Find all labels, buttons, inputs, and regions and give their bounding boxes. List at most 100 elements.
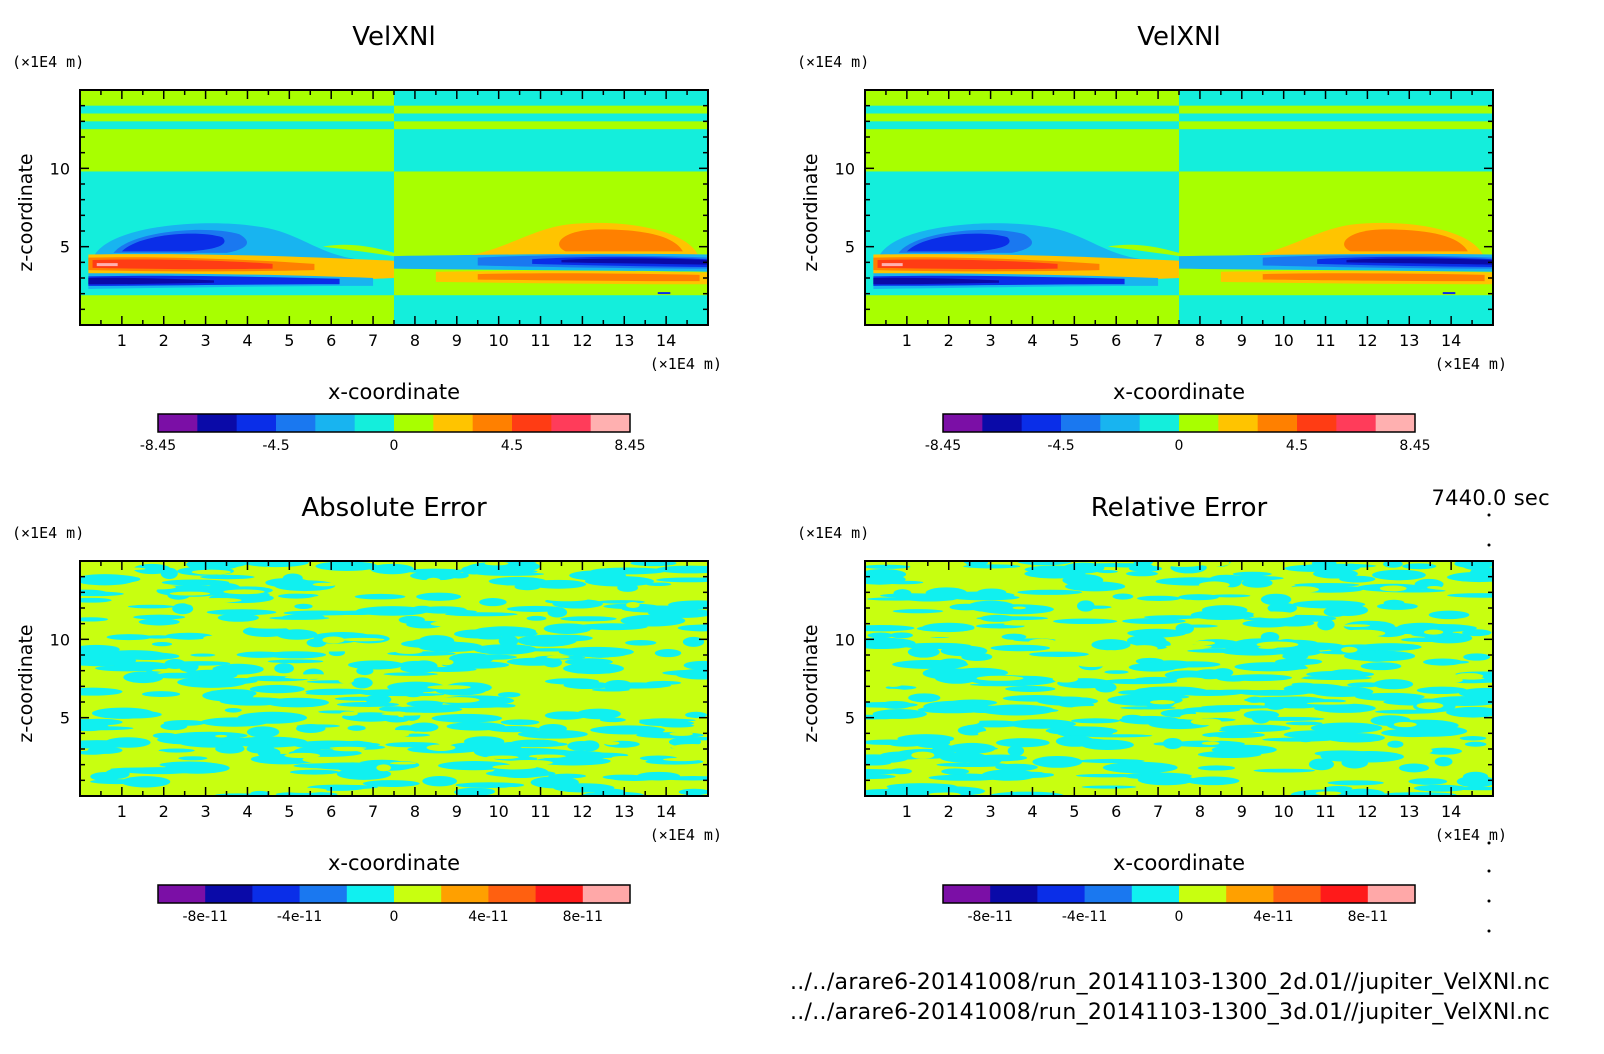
field-region [671,744,708,751]
field-region [1402,623,1477,633]
x-tick-label: 12 [572,802,592,821]
x-tick-label: 5 [1069,331,1079,350]
x-tick-label: 9 [1237,802,1247,821]
x-tick-label: 13 [1399,331,1419,350]
field-region [1292,600,1366,609]
field-region [964,561,989,566]
field-region [1136,595,1181,601]
field-region [490,619,531,624]
field-region [340,711,358,716]
colorbar-swatch [299,885,348,903]
field-region [996,738,1050,748]
field-region [886,783,957,791]
field-region [865,121,1179,130]
field-region [1463,764,1487,768]
field-region [315,561,379,571]
field-region [677,624,708,632]
field-region [1324,785,1353,791]
field-region [548,773,587,779]
colorbar-swatch [582,885,631,903]
x-tick-label: 5 [284,331,294,350]
field-region [505,787,519,791]
field-region [865,624,915,632]
colorbar-swatch [1179,414,1219,432]
field-region [438,760,511,771]
field-region [133,791,178,795]
field-region [356,606,429,616]
colorbar-swatch [1257,414,1298,432]
field-region [418,606,467,614]
field-region [80,597,112,603]
field-region [517,634,577,647]
field-region [567,740,596,751]
x-tick-label: 10 [1273,802,1293,821]
field-region [1413,784,1467,792]
colorbar-swatch [551,414,592,432]
field-region [911,751,935,759]
field-region [1314,703,1376,713]
colorbar-swatch [394,414,434,432]
x-tick-label: 2 [159,802,169,821]
field-region [1223,685,1264,689]
field-region [1161,561,1206,567]
field-region [1205,656,1250,661]
field-region [1029,651,1089,658]
field-region [1180,713,1204,720]
field-region [1032,755,1083,768]
field-region [1303,699,1347,703]
colorbar-swatch [441,885,489,903]
field-region [1102,761,1178,774]
colorbar-swatch [1037,885,1086,903]
field-region [1112,593,1134,600]
x-tick-label: 13 [1399,802,1419,821]
field-region [1118,690,1151,695]
colorbar-tick-label: 4e-11 [468,909,508,925]
field-region [1327,780,1384,786]
field-region [1375,709,1440,714]
field-region [980,614,1015,622]
field-region [865,105,1179,114]
field-region [215,734,228,738]
field-region [473,745,514,758]
field-region [990,791,1064,796]
field-region [1446,706,1493,718]
field-region [949,699,998,706]
field-region [1122,618,1186,625]
field-region [322,636,345,644]
x-unit-label: (×1E4 m) [1435,826,1507,844]
field-region [426,577,441,583]
field-region [897,734,955,744]
field-region [246,744,275,754]
field-region [274,663,294,674]
x-tick-label: 11 [1315,331,1335,350]
colorbar-frame [942,413,1416,433]
field-region [873,277,999,285]
margin-dot [1487,929,1491,933]
x-tick-label: 13 [614,331,634,350]
colorbar-swatch [990,885,1038,903]
x-axis-label: x-coordinate [328,380,460,404]
field-region [906,233,1010,252]
field-region [133,563,171,575]
x-tick-label: 7 [1153,331,1163,350]
field-region [1120,706,1176,710]
field-region [393,706,463,713]
field-region [682,636,705,647]
field-region [1045,726,1118,736]
chart-title: VelXNl [352,22,435,52]
field-region [545,596,589,602]
x-tick-label: 5 [284,802,294,821]
field-region [892,609,944,614]
field-region [877,259,1058,270]
field-region [590,725,665,735]
field-region [1343,620,1395,632]
x-tick-label: 5 [1069,802,1079,821]
field-region [511,739,559,746]
field-region [409,722,439,732]
margin-dot [1487,841,1491,845]
y-unit-label: (×1E4 m) [797,53,869,71]
field-region [165,632,213,640]
field-region [1130,645,1158,652]
